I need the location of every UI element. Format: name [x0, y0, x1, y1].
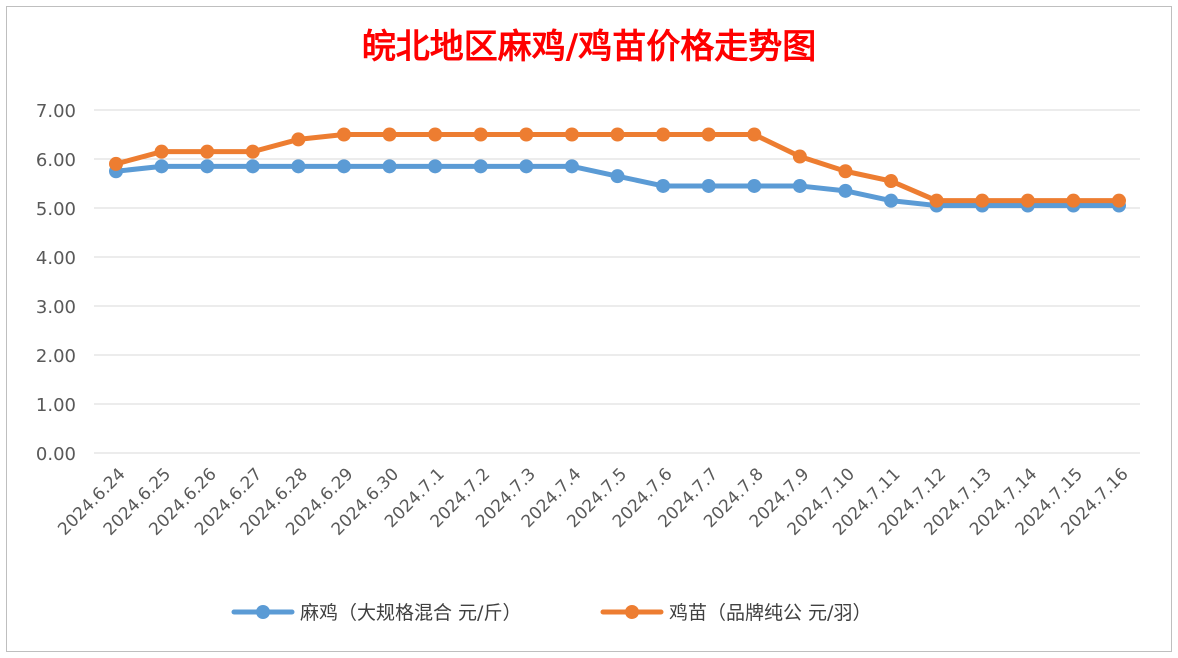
data-point [109, 156, 123, 171]
legend-marker-0 [256, 605, 270, 619]
chart-title: 皖北地区麻鸡/鸡苗价格走势图 [362, 27, 816, 67]
data-point [473, 127, 488, 142]
data-point [1020, 193, 1035, 208]
series-lines [109, 127, 1126, 213]
data-point [792, 149, 807, 164]
y-tick-label: 2.00 [36, 346, 76, 367]
data-point [701, 178, 716, 193]
data-point [884, 174, 899, 189]
data-point [428, 159, 443, 174]
y-tick-label: 7.00 [36, 101, 76, 122]
y-tick-label: 3.00 [36, 297, 76, 318]
legend: 麻鸡（大规格混合 元/斤） 鸡苗（品牌纯公 元/羽） [231, 602, 871, 624]
data-point [564, 127, 579, 142]
data-point [291, 132, 306, 147]
legend-marker-1 [625, 605, 639, 619]
data-point [610, 127, 625, 142]
data-point [838, 164, 853, 179]
data-point [519, 159, 534, 174]
y-tick-label: 6.00 [36, 150, 76, 171]
data-point [336, 127, 351, 142]
data-point [656, 127, 671, 142]
data-point [382, 159, 397, 174]
data-point [200, 144, 215, 159]
data-point [792, 178, 807, 193]
data-point [336, 159, 351, 174]
data-point [929, 193, 944, 208]
data-point [975, 193, 990, 208]
y-tick-label: 5.00 [36, 199, 76, 220]
legend-label-0: 麻鸡（大规格混合 元/斤） [300, 602, 521, 624]
y-tick-label: 4.00 [36, 248, 76, 269]
data-point [747, 178, 762, 193]
data-point [291, 159, 306, 174]
data-point [154, 159, 169, 174]
data-point [1066, 193, 1081, 208]
data-point [245, 144, 260, 159]
data-point [154, 144, 169, 159]
data-point [519, 127, 534, 142]
data-point [701, 127, 716, 142]
y-tick-label: 1.00 [36, 395, 76, 416]
data-point [656, 178, 671, 193]
data-point [200, 159, 215, 174]
chart-frame [6, 6, 1172, 652]
data-point [473, 159, 488, 174]
legend-label-1: 鸡苗（品牌纯公 元/羽） [669, 602, 871, 624]
data-point [1112, 193, 1126, 208]
data-point [747, 127, 762, 142]
x-axis-ticks: 2024.6.242024.6.252024.6.262024.6.272024… [54, 464, 1132, 539]
data-point [838, 183, 853, 198]
data-point [610, 169, 625, 184]
data-point [428, 127, 443, 142]
y-axis-ticks: 0.00 1.00 2.00 3.00 4.00 5.00 6.00 7.00 [36, 101, 76, 465]
data-point [564, 159, 579, 174]
data-point [245, 159, 260, 174]
y-tick-label: 0.00 [36, 444, 76, 465]
data-point [382, 127, 397, 142]
data-point [884, 193, 899, 208]
